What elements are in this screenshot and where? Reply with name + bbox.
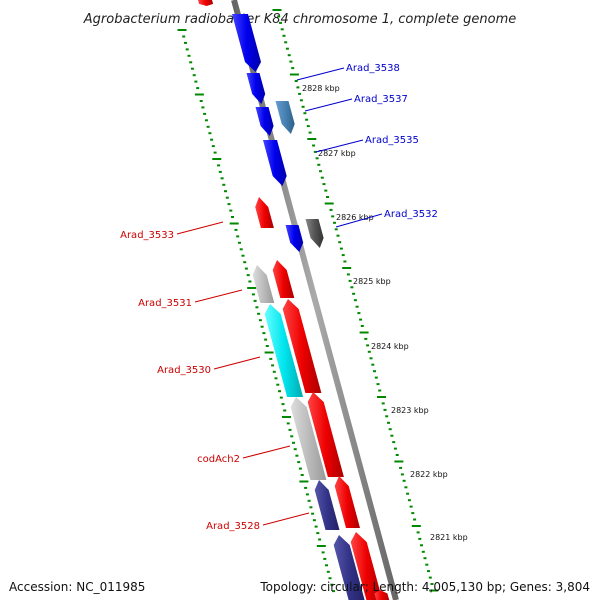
gene-label-arad-3532[interactable]: Arad_3532 (384, 209, 438, 220)
gene-label-codach2[interactable]: codAch2 (197, 454, 240, 465)
gene-arrow-reverse[interactable] (290, 397, 327, 480)
gene-arrow-forward[interactable] (263, 140, 287, 186)
scale-label: 2827 kbp (318, 149, 356, 158)
gene-arrow-reverse[interactable] (334, 476, 360, 528)
gene-label-arad-3533[interactable]: Arad_3533 (120, 230, 174, 241)
scale-labels: 2828 kbp 2827 kbp 2826 kbp 2825 kbp 2824… (302, 84, 468, 542)
label-leader-line (213, 356, 261, 370)
gene-arrow-reverse[interactable] (198, 0, 214, 6)
gene-arrow-reverse[interactable] (282, 299, 322, 393)
label-leader-line (335, 213, 383, 228)
label-leader-line (304, 98, 353, 112)
gene-arrow-forward[interactable] (255, 107, 274, 136)
gene-features (198, 0, 390, 600)
left-gene-labels: Arad_3533 Arad_3531 Arad_3530 codAch2 Ar… (120, 221, 310, 532)
gene-arrow-reverse[interactable] (255, 197, 274, 228)
label-leader-line (315, 139, 364, 153)
right-tick-track (272, 9, 439, 592)
gene-label-arad-3537[interactable]: Arad_3537 (354, 94, 408, 105)
gene-arrow-reverse[interactable] (374, 590, 390, 600)
label-leader-line (242, 445, 291, 459)
accession-text: Accession: NC_011985 (9, 580, 146, 594)
left-tick-track (177, 29, 335, 593)
gene-arrow-forward[interactable] (246, 73, 266, 104)
gene-arrow-forward[interactable] (285, 225, 304, 252)
scale-label: 2824 kbp (371, 342, 409, 351)
gene-label-arad-3531[interactable]: Arad_3531 (138, 298, 192, 309)
gene-arrow-reverse[interactable] (252, 265, 275, 303)
gene-label-arad-3528[interactable]: Arad_3528 (206, 521, 260, 532)
gene-arrow-forward[interactable] (232, 14, 261, 72)
gene-arrow-reverse[interactable] (350, 532, 383, 600)
gene-arrow-reverse[interactable] (264, 304, 304, 397)
gene-arrow-reverse[interactable] (333, 535, 365, 600)
gene-label-arad-3538[interactable]: Arad_3538 (346, 63, 400, 74)
scale-label: 2825 kbp (353, 277, 391, 286)
gene-label-arad-3535[interactable]: Arad_3535 (365, 135, 419, 146)
scale-label: 2822 kbp (410, 470, 448, 479)
label-leader-line (176, 221, 224, 235)
scale-label: 2826 kbp (336, 213, 374, 222)
right-gene-labels: Arad_3538 Arad_3537 Arad_3535 Arad_3532 (296, 63, 438, 228)
scale-label: 2828 kbp (302, 84, 340, 93)
label-leader-line (194, 289, 243, 303)
gene-arrow-reverse[interactable] (272, 260, 295, 298)
scale-label: 2823 kbp (391, 406, 429, 415)
gene-arrow-forward[interactable] (305, 219, 324, 248)
gene-arrow-reverse[interactable] (307, 392, 344, 477)
gene-label-arad-3530[interactable]: Arad_3530 (157, 365, 211, 376)
label-leader-line (262, 512, 310, 526)
gene-arrow-forward[interactable] (275, 101, 295, 134)
gene-arrow-reverse[interactable] (314, 480, 340, 530)
label-leader-line (296, 67, 345, 81)
map-title: Agrobacterium radiobacter K84 chromosome… (83, 12, 516, 27)
scale-label: 2821 kbp (430, 533, 468, 542)
topology-text: Topology: circular; Length: 4,005,130 bp… (260, 580, 590, 594)
